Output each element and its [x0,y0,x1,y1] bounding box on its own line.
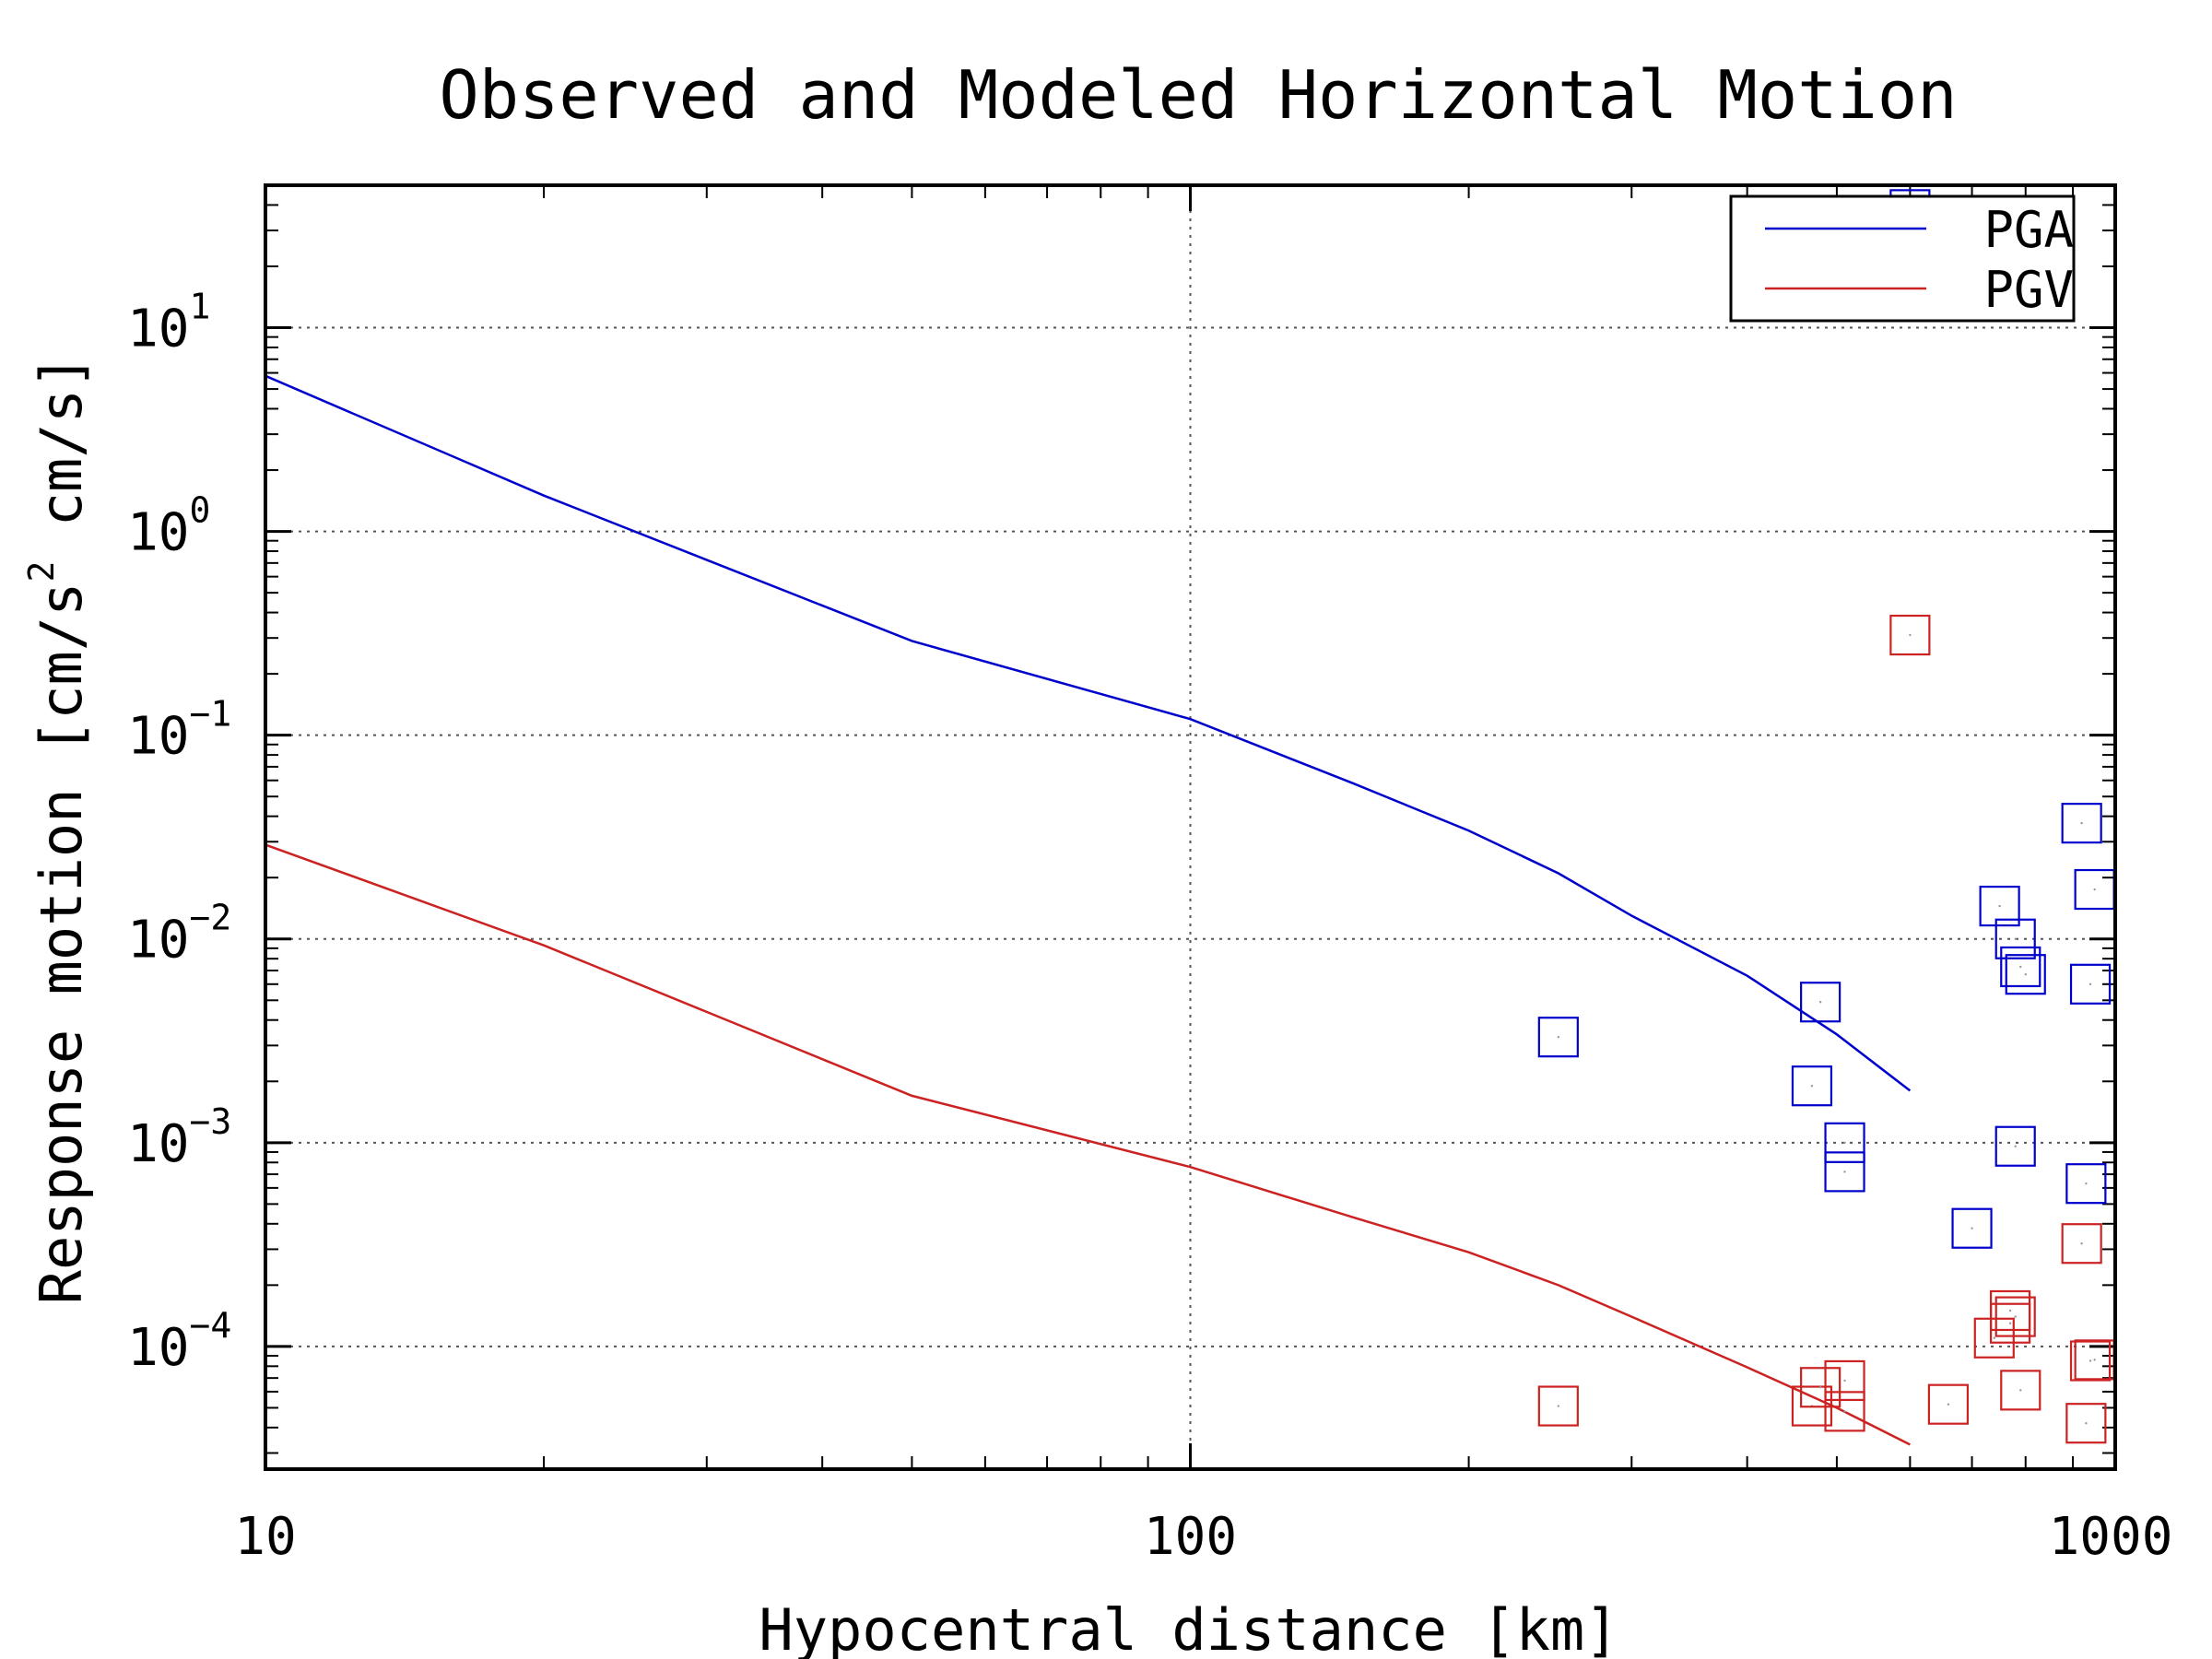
pgv-observed-point-center [1909,633,1912,637]
plot-area [265,189,2115,1446]
pgv-observed-point [2065,1403,2107,1444]
series-pgv [265,614,2115,1446]
pga-observed-point-center [1843,1171,1846,1173]
pga-observed-point-center [1998,904,2001,908]
y-tick-exponent: −1 [189,694,231,735]
pga-observed-point [2005,954,2046,995]
pga-observed-point [1824,1122,1865,1163]
y-tick-base: 10 [127,707,189,767]
pga-observed-point-center [2088,982,2092,985]
pga-observed-point-center [2019,965,2022,969]
pga-observed-point [1537,1017,1579,1058]
pga-observed-point [1800,982,1841,1023]
pga-observed-point-center [1818,1001,1822,1004]
pgv-observed-point [1537,1385,1579,1427]
y-tick-base: 10 [127,300,189,359]
pga-observed-point-center [1557,1035,1560,1039]
legend: PGA PGV [1729,194,2076,323]
y-tick-label: 100 [127,490,210,563]
y-tick-exponent: 1 [189,287,210,327]
pgv-observed-point [1989,1289,2031,1332]
legend-label-pga: PGA [1983,201,2074,259]
pgv-observed-point-center [1843,1379,1846,1382]
pga-observed-point [2000,946,2041,988]
x-tick-label: 1000 [2049,1507,2173,1567]
pga-observed-point [1824,1151,1865,1193]
y-axis-label-tail: cm/s] [28,355,95,561]
pgv-observed-point [1824,1391,1865,1432]
pga-observed-point-center [2014,1145,2017,1147]
pgv-observed-point-center [2008,1322,2012,1324]
y-tick-label: 101 [127,287,210,359]
y-axis-label-main: Response motion [cm/s [28,582,95,1304]
pga-observed-point-center [2024,973,2027,976]
x-tick-label: 100 [1144,1507,1237,1567]
y-tick-exponent: −3 [189,1101,231,1142]
chart-title: Observed and Modeled Horizontal Motion [439,56,1957,134]
pga-observed-point-center [2093,888,2096,891]
pgv-observed-point-center [1843,1410,1846,1413]
pgv-observed-point-center [1557,1405,1560,1407]
y-tick-base: 10 [127,911,189,971]
pgv-observed-point [1973,1317,2015,1359]
pga-model-line [265,374,1912,1092]
pga-observed-point [1951,1207,1993,1249]
legend-box [1729,194,2076,323]
pga-observed-point [1979,885,2020,927]
pga-observed-point-center [1843,1141,1846,1145]
pga-observed-point [1994,1125,2036,1167]
x-axis-label: Hypocentral distance [km] [759,1596,1618,1659]
y-tick-exponent: 0 [189,490,210,531]
grid [265,185,2115,1469]
plot-frame [264,183,2117,1471]
pgv-observed-point [1800,1367,1841,1408]
pga-observed-point-center [2014,937,2017,940]
pga-observed-point-center [1810,1084,1814,1088]
pgv-observed-point-center [2085,1421,2088,1425]
pga-observed-point [2069,963,2112,1005]
series-pga [265,189,2115,1249]
axis-ticks [264,184,2117,1469]
pgv-observed-point-center [2008,1309,2012,1312]
pgv-observed-point-center [2019,1389,2022,1392]
pga-observed-point [2061,803,2102,844]
legend-label-pgv: PGV [1983,261,2074,319]
pga-observed-point [1994,918,2036,959]
y-tick-label: 10−2 [127,898,231,971]
y-tick-label: 10−3 [127,1101,231,1174]
pgv-observed-point-center [2088,1359,2092,1362]
pga-observed-point-center [2085,1182,2088,1185]
pgv-observed-point-center [2080,1242,2083,1245]
pgv-observed-point [2069,1340,2112,1382]
y-tick-label: 10−4 [127,1305,231,1378]
pgv-observed-point [1824,1359,1865,1402]
pgv-observed-point-center [2093,1359,2096,1361]
pga-observed-point [2065,1163,2107,1205]
pgv-model-line [265,843,1911,1446]
pga-observed-point-center [1971,1227,1973,1230]
x-tick-label: 10 [234,1507,296,1567]
y-axis-label: Response motion [cm/s2 cm/s] [21,355,95,1305]
pgv-observed-point [2000,1370,2041,1411]
pgv-observed-point-center [2014,1315,2017,1318]
pgv-observed-point-center [1993,1336,1995,1339]
pga-observed-point-center [2080,821,2083,825]
pgv-observed-point-center [1947,1403,1950,1406]
pgv-observed-point [1889,614,1931,656]
y-tick-base: 10 [127,503,189,563]
pgv-observed-point-center [1818,1386,1822,1389]
pga-observed-point [1791,1065,1833,1107]
y-tick-base: 10 [127,1114,189,1174]
y-tick-base: 10 [127,1318,189,1378]
y-axis-label-sup: 2 [21,561,62,582]
y-tick-exponent: −4 [189,1305,231,1346]
pgv-observed-point [2061,1223,2102,1265]
pgv-observed-point [1927,1383,1970,1425]
y-tick-exponent: −2 [189,898,231,938]
pgv-observed-point [1994,1296,2036,1337]
y-tick-label: 10−1 [127,694,231,767]
